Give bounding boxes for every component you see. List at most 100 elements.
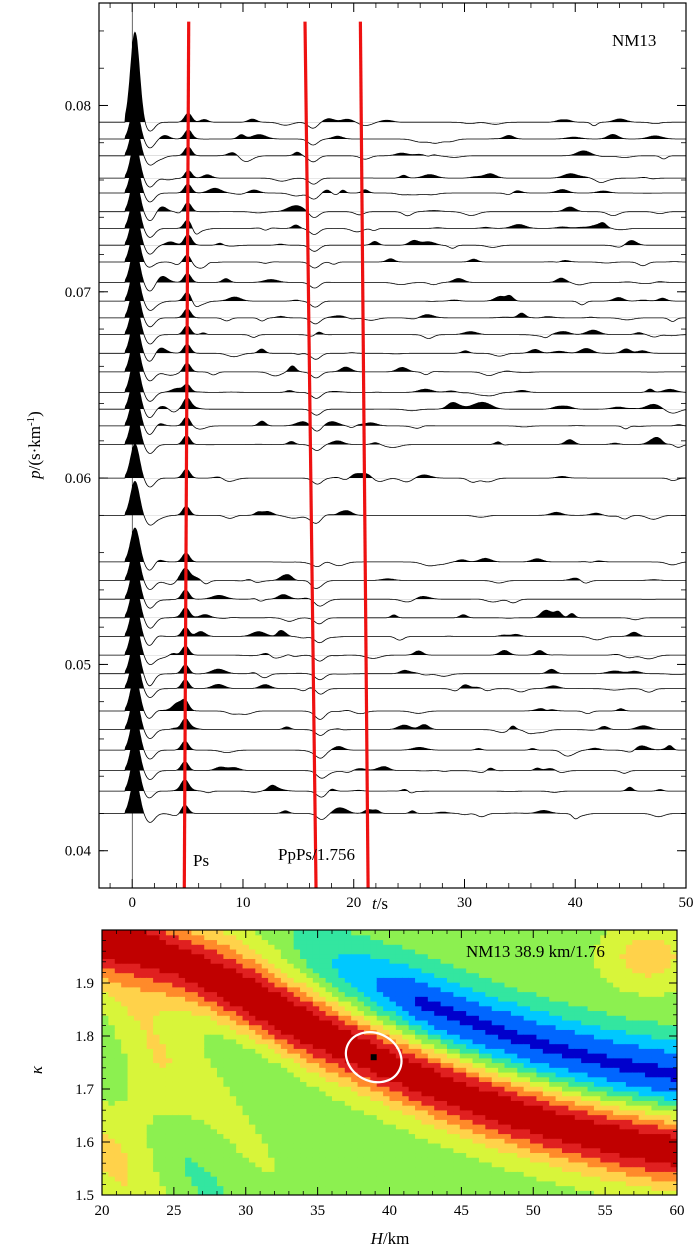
heatmap-cell bbox=[338, 1053, 346, 1059]
heatmap-cell bbox=[197, 948, 205, 955]
heatmap-cell bbox=[395, 1119, 403, 1125]
heatmap-cell bbox=[133, 972, 141, 978]
heatmap-cell bbox=[197, 1180, 205, 1187]
heatmap-cell bbox=[217, 1000, 224, 1007]
heatmap-cell bbox=[108, 967, 116, 974]
heatmap-cell bbox=[344, 1086, 352, 1092]
heatmap-cell bbox=[319, 1152, 327, 1158]
heatmap-cell bbox=[498, 1114, 506, 1120]
heatmap-cell bbox=[491, 1180, 499, 1187]
heatmap-cell bbox=[472, 1076, 480, 1083]
heatmap-cell bbox=[357, 972, 365, 978]
heatmap-cell bbox=[280, 963, 288, 969]
heatmap-cell bbox=[638, 1086, 646, 1092]
heatmap-cell bbox=[447, 982, 454, 988]
heatmap-cell bbox=[165, 1133, 173, 1139]
heatmap-cell bbox=[523, 1043, 531, 1049]
heatmap-cell bbox=[638, 1067, 646, 1073]
heatmap-cell bbox=[536, 1019, 544, 1026]
heatmap-cell bbox=[466, 967, 474, 974]
heatmap-cell bbox=[587, 1005, 595, 1012]
heatmap-cell bbox=[261, 1157, 269, 1163]
heatmap-cell bbox=[415, 1157, 423, 1163]
heatmap-cell bbox=[536, 1133, 544, 1139]
heatmap-cell bbox=[574, 982, 582, 988]
heatmap-cell bbox=[217, 1071, 224, 1078]
heatmap-cell bbox=[395, 1076, 403, 1083]
heatmap-cell bbox=[274, 1029, 282, 1035]
heatmap-cell bbox=[536, 986, 544, 993]
heatmap-cell bbox=[280, 1157, 288, 1163]
heatmap-cell bbox=[562, 1062, 569, 1068]
heatmap-cell bbox=[472, 1133, 480, 1139]
heatmap-cell bbox=[613, 1171, 621, 1177]
heatmap-cell bbox=[229, 1071, 237, 1078]
heatmap-cell bbox=[165, 1157, 173, 1163]
heatmap-cell bbox=[542, 1133, 550, 1139]
heatmap-cell bbox=[542, 1190, 550, 1195]
heatmap-cell bbox=[223, 1147, 231, 1154]
heatmap-cell bbox=[415, 1095, 423, 1101]
heatmap-cell bbox=[223, 1142, 231, 1149]
heatmap-cell bbox=[191, 1095, 199, 1101]
heatmap-cell bbox=[332, 1176, 339, 1182]
heatmap-cell bbox=[440, 1005, 448, 1012]
heatmap-cell bbox=[389, 1100, 397, 1106]
heatmap-cell bbox=[593, 1157, 601, 1163]
heatmap-cell bbox=[427, 1171, 435, 1177]
heatmap-cell bbox=[300, 1176, 308, 1182]
heatmap-cell bbox=[383, 996, 391, 1002]
heatmap-cell bbox=[402, 982, 410, 988]
heatmap-cell bbox=[178, 1095, 186, 1101]
heatmap-cell bbox=[185, 1090, 193, 1097]
heatmap-cell bbox=[242, 963, 250, 969]
heatmap-cell bbox=[632, 953, 640, 959]
heatmap-cell bbox=[600, 934, 608, 941]
heatmap-cell bbox=[427, 953, 435, 959]
heatmap-cell bbox=[504, 1090, 512, 1097]
heatmap-cell bbox=[332, 939, 339, 945]
heatmap-cell bbox=[478, 1166, 486, 1172]
heatmap-cell bbox=[472, 1176, 480, 1182]
heatmap-cell bbox=[114, 1000, 122, 1007]
heatmap-cell bbox=[312, 1062, 320, 1068]
heatmap-cell bbox=[447, 939, 454, 945]
heatmap-cell bbox=[210, 1034, 218, 1040]
heatmap-cell bbox=[581, 1147, 589, 1154]
heatmap-cell bbox=[217, 1048, 224, 1054]
heatmap-cell bbox=[530, 1171, 538, 1177]
heatmap-cell bbox=[165, 1000, 173, 1007]
heatmap-cell bbox=[332, 1086, 339, 1092]
heatmap-cell bbox=[229, 1048, 237, 1054]
heatmap-cell bbox=[562, 1147, 569, 1154]
heatmap-cell bbox=[472, 1034, 480, 1040]
heatmap-cell bbox=[268, 996, 276, 1002]
heatmap-cell bbox=[370, 1138, 378, 1144]
heatmap-cell bbox=[133, 1161, 141, 1168]
heatmap-cell bbox=[332, 1166, 339, 1172]
heatmap-cell bbox=[581, 930, 589, 936]
heatmap-cell bbox=[619, 1010, 627, 1016]
heatmap-cell bbox=[562, 1100, 569, 1106]
heatmap-cell bbox=[606, 1005, 614, 1012]
heatmap-cell bbox=[395, 1147, 403, 1154]
heatmap-cell bbox=[562, 1043, 569, 1049]
heatmap-cell bbox=[197, 1010, 205, 1016]
heatmap-cell bbox=[587, 967, 595, 974]
heatmap-cell bbox=[440, 1029, 448, 1035]
heatmap-cell bbox=[472, 1114, 480, 1120]
heatmap-cell bbox=[165, 1034, 173, 1040]
heatmap-cell bbox=[108, 1081, 116, 1087]
heatmap-cell bbox=[574, 1010, 582, 1016]
heatmap-cell bbox=[638, 939, 646, 945]
heatmap-cell bbox=[223, 1124, 231, 1130]
heatmap-cell bbox=[165, 1057, 173, 1064]
heatmap-cell bbox=[619, 1005, 627, 1012]
heatmap-cell bbox=[600, 1152, 608, 1158]
heatmap-cell bbox=[376, 1114, 384, 1120]
heatmap-cell bbox=[274, 1133, 282, 1139]
heatmap-cell bbox=[606, 1090, 614, 1097]
heatmap-cell bbox=[210, 1105, 218, 1111]
heatmap-cell bbox=[344, 986, 352, 993]
heatmap-cell bbox=[593, 1019, 601, 1026]
